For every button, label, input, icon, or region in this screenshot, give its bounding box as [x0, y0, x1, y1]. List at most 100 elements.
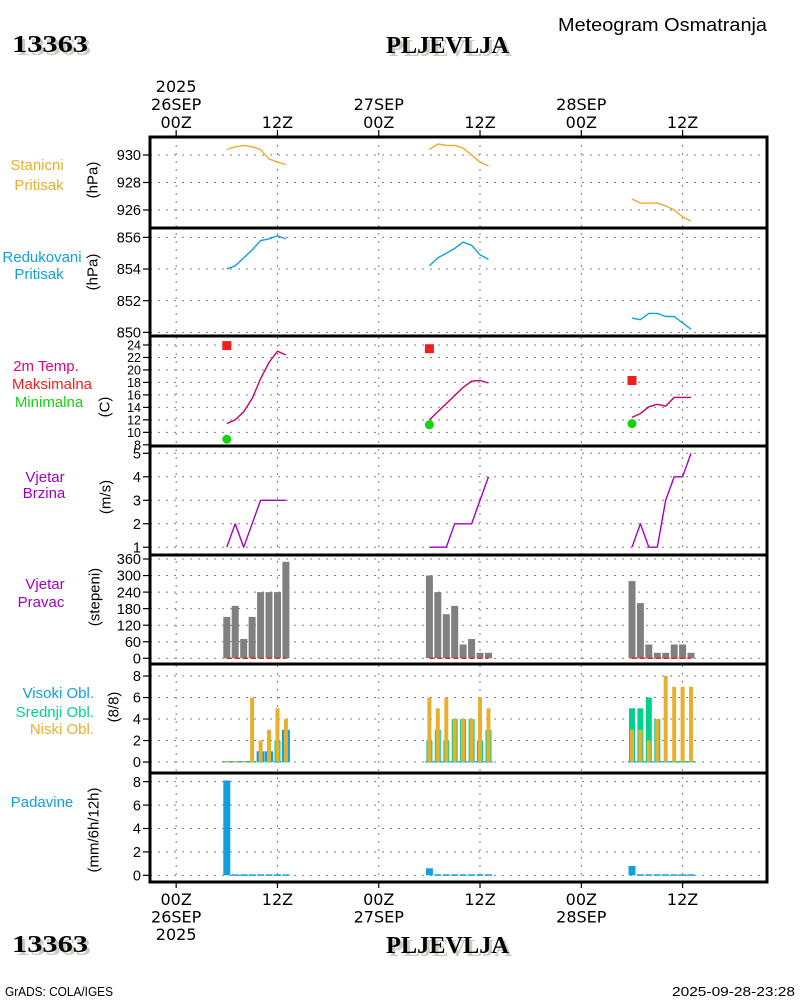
station-pressure-line — [631, 198, 692, 222]
precipitation-bar — [265, 874, 273, 876]
wind-direction-bar — [434, 592, 442, 659]
wind-direction-bar — [274, 592, 281, 659]
wind-direction-bar — [485, 652, 492, 659]
x-tick-label-top: 12Z — [667, 113, 698, 132]
reduced-pressure-unit-label: (hPa) — [85, 254, 102, 291]
cloud-cover-legend-label: Srednji Obl. — [16, 704, 94, 721]
low-cloud-bar — [663, 676, 668, 762]
wind-direction-legend-label: Vjetar — [25, 576, 64, 593]
precipitation-bar — [485, 874, 492, 876]
wind-direction-bar — [248, 616, 256, 659]
cloud-cover-unit-label: (8/8) — [106, 692, 123, 723]
cloud-cover-y-tick-label: 2 — [133, 734, 141, 750]
temperature-panel — [222, 341, 691, 444]
axis-labels: 202526SEP00Z00Z26SEP202512Z12Z27SEP00Z00… — [2, 77, 698, 944]
precipitation-unit-label: (mm/6h/12h) — [86, 787, 103, 872]
station-name-shadow: PLJEVLJA — [389, 36, 513, 62]
wind-speed-panel — [226, 453, 692, 548]
station-pressure-y-tick-label: 928 — [117, 176, 141, 192]
temperature-y-tick-label: 18 — [127, 376, 141, 390]
precipitation-bar — [282, 874, 290, 876]
low-cloud-bar — [689, 686, 693, 762]
wind-direction-bar — [476, 652, 484, 659]
wind-direction-bar — [257, 592, 265, 659]
wind-direction-bar — [645, 644, 653, 659]
x-tick-label-bottom: 12Z — [667, 890, 698, 909]
reduced-pressure-y-tick-label: 852 — [117, 294, 141, 310]
wind-direction-bar — [231, 605, 239, 659]
station-pressure-y-tick-label: 930 — [117, 148, 141, 164]
station-pressure-panel — [226, 143, 692, 222]
precipitation-y-tick-label: 2 — [133, 845, 141, 861]
precipitation-bar — [476, 874, 484, 876]
temperature-y-tick-label: 24 — [127, 338, 141, 352]
header: 13363 13363 PLJEVLJA PLJEVLJA Meteogram … — [12, 15, 768, 62]
reduced-pressure-y-tick-label: 856 — [117, 231, 141, 247]
wind-direction-y-tick-label: 0 — [133, 651, 141, 667]
temperature-y-tick-label: 8 — [134, 438, 141, 452]
wind-direction-panel — [223, 561, 695, 660]
x-tick-label-bottom: 2025 — [156, 925, 197, 944]
station-pressure-y-tick-label: 926 — [117, 203, 141, 219]
precipitation-bar — [434, 874, 442, 876]
precipitation-bar — [257, 874, 265, 876]
reduced-pressure-line — [226, 235, 287, 270]
temperature-unit-label: (C) — [97, 397, 114, 418]
reduced-pressure-line — [631, 312, 692, 330]
wind-speed-y-tick-label: 5 — [133, 446, 141, 462]
x-tick-label-top: 12Z — [262, 113, 293, 132]
cloud-cover-legend-label: Visoki Obl. — [23, 685, 94, 702]
wind-direction-bar — [670, 644, 678, 659]
x-tick-label-top: 12Z — [464, 113, 495, 132]
low-cloud-bar — [258, 740, 263, 762]
generation-timestamp: 2025-09-28-23:28 — [672, 985, 795, 999]
wind-direction-bar — [662, 652, 670, 659]
wind-direction-bar — [687, 652, 695, 659]
precipitation-bar — [670, 874, 678, 876]
plot-frame — [148, 135, 769, 884]
precipitation-bar — [248, 874, 256, 876]
temperature-line — [631, 396, 691, 419]
wind-direction-y-tick-label: 120 — [117, 618, 141, 634]
x-tick-label-top: 26SEP — [151, 95, 202, 114]
max-temp-marker — [424, 344, 434, 354]
x-tick-label-top: 28SEP — [556, 95, 607, 114]
reduced-pressure-legend-label: Pritisak — [14, 266, 64, 283]
low-cloud-bar — [452, 719, 457, 762]
precipitation-bar — [274, 874, 281, 876]
wind-direction-y-tick-label: 240 — [117, 585, 141, 601]
temperature-legend-label: Minimalna — [15, 394, 84, 411]
reduced-pressure-y-tick-label: 850 — [117, 326, 141, 342]
low-cloud-bar — [444, 697, 449, 762]
low-cloud-bar — [283, 719, 288, 762]
low-cloud-bar — [486, 708, 491, 762]
precipitation-bar — [687, 874, 695, 876]
chart-subtitle: Meteogram Osmatranja — [558, 15, 768, 35]
grid-lines — [150, 137, 767, 882]
low-cloud-bar — [655, 719, 660, 762]
x-tick-label-bottom: 00Z — [161, 890, 192, 909]
station-name: PLJEVLJA — [386, 33, 510, 59]
wind-direction-bar — [451, 605, 459, 659]
cloud-cover-panel — [222, 676, 695, 763]
wind-direction-y-tick-label: 360 — [117, 552, 141, 568]
precipitation-bar — [442, 874, 450, 876]
low-cloud-bar — [478, 697, 482, 762]
precipitation-bar — [459, 874, 467, 876]
precipitation-bar — [223, 780, 231, 876]
wind-speed-line — [631, 453, 692, 548]
temperature-legend-label: 2m Temp. — [13, 358, 79, 375]
temperature-y-tick-label: 10 — [127, 426, 141, 440]
wind-speed-y-tick-label: 2 — [133, 517, 141, 533]
wind-direction-unit-label: (stepeni) — [87, 568, 104, 626]
low-cloud-bar — [233, 761, 238, 763]
x-tick-label-bottom: 12Z — [464, 890, 495, 909]
wind-direction-y-tick-label: 180 — [117, 602, 141, 618]
x-tick-label-top: 00Z — [363, 113, 394, 132]
precipitation-bar — [240, 874, 248, 876]
mid-cloud-bar — [645, 697, 652, 762]
temperature-y-tick-label: 16 — [127, 388, 141, 402]
x-tick-label-bottom: 00Z — [566, 890, 597, 909]
low-cloud-bar — [638, 729, 643, 762]
